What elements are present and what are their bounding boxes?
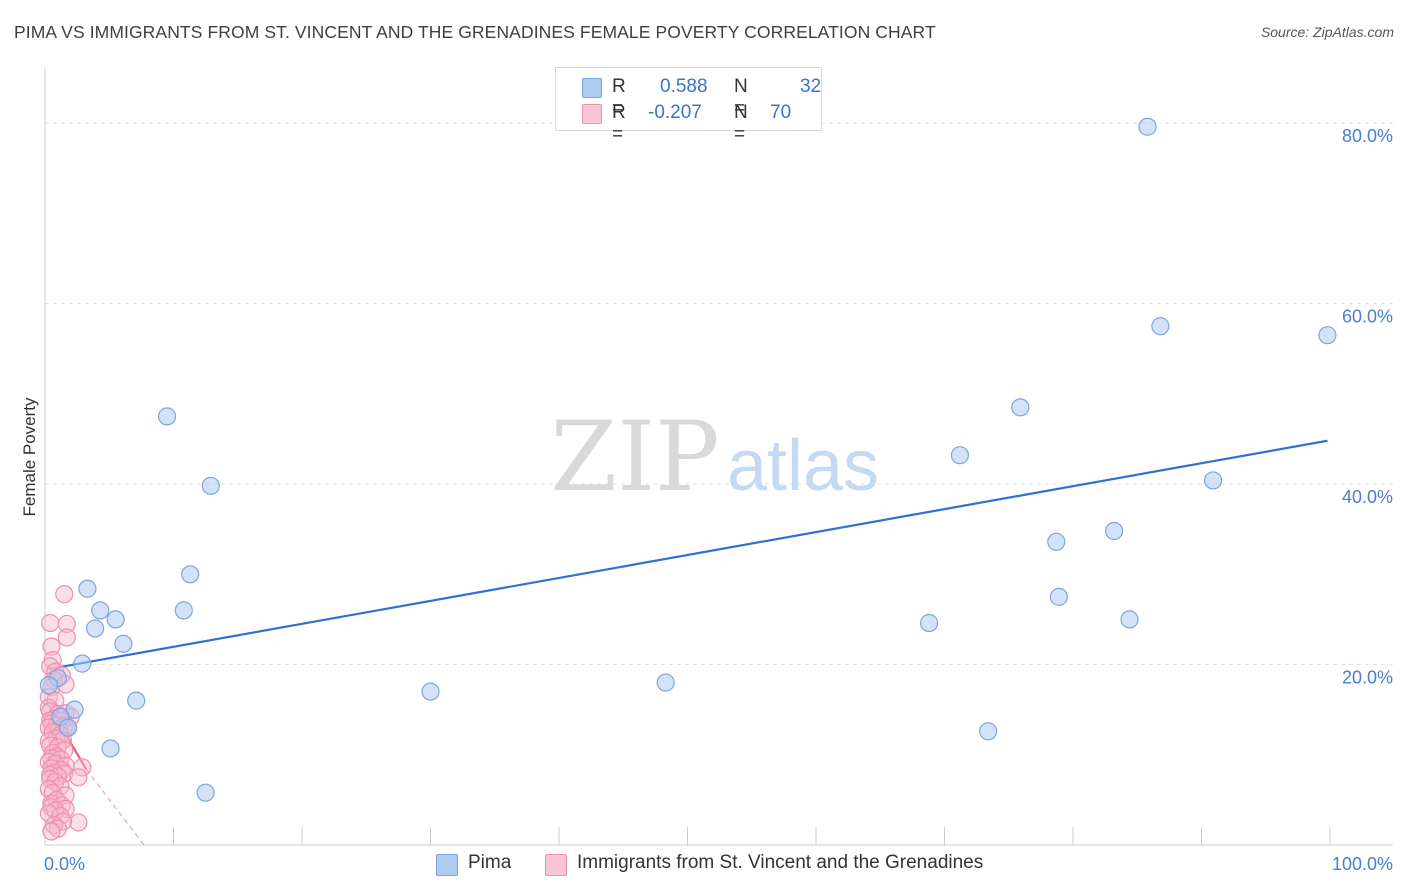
pima-point-18	[86, 619, 105, 638]
pima-point-29	[101, 739, 120, 758]
pima-point-9	[1047, 532, 1066, 551]
pima-point-7	[201, 476, 220, 495]
pima-r-label: R =	[612, 76, 626, 119]
pima-point-1	[1151, 317, 1170, 336]
watermark: ZIP atlas	[550, 401, 879, 513]
svg-points	[39, 585, 92, 841]
pima-point-20	[73, 654, 92, 673]
pima-point-12	[1049, 587, 1068, 606]
pima-point-0	[1138, 117, 1157, 136]
pima-point-10	[181, 565, 200, 584]
svg-r-value: -0.207	[648, 102, 702, 123]
x-tick-label-1: 100.0%	[1332, 854, 1393, 874]
pima-point-23	[421, 682, 440, 701]
series-legend: Pima Immigrants from St. Vincent and the…	[0, 852, 1406, 878]
pima-point-3	[1011, 398, 1030, 417]
y-axis-label: Female Poverty	[20, 397, 39, 517]
svg-trend-line-extension	[85, 768, 145, 846]
x-tick-label-0: 0.0%	[44, 854, 85, 874]
pima-points	[39, 117, 1337, 802]
pima-point-27	[59, 718, 78, 737]
legend-svg-label: Immigrants from St. Vincent and the Gren…	[577, 852, 984, 873]
pima-r-value: 0.588	[660, 76, 708, 97]
legend-pima-label: Pima	[468, 852, 512, 873]
pima-point-8	[1105, 521, 1124, 541]
pima-point-25	[65, 700, 84, 719]
correlation-legend: R = 0.588 N = 32 R = -0.207 N = 70	[555, 67, 822, 145]
pima-point-17	[919, 613, 939, 633]
pima-point-5	[950, 446, 970, 465]
svg-r-label: R =	[612, 102, 626, 145]
watermark-zip: ZIP	[550, 401, 719, 513]
y-tick-label-0: 20.0%	[1342, 668, 1393, 688]
pima-point-24	[127, 691, 146, 710]
pima-point-30	[196, 783, 215, 802]
svg-n-value: 70	[770, 102, 792, 123]
legend-pima-swatch	[436, 854, 458, 876]
svg-n-label: N =	[734, 102, 748, 145]
x-tick-labels: 0.0% 100.0%	[44, 854, 1393, 874]
pima-point-22	[656, 673, 675, 692]
chart-title: PIMA VS IMMIGRANTS FROM ST. VINCENT AND …	[14, 22, 936, 42]
svg-swatch	[582, 104, 602, 124]
pima-point-31	[39, 676, 58, 695]
watermark-atlas: atlas	[727, 426, 879, 506]
pima-point-2	[1318, 326, 1337, 345]
pima-point-15	[106, 610, 125, 629]
pima-point-16	[1120, 610, 1139, 629]
pima-point-11	[78, 579, 97, 598]
pima-point-4	[157, 407, 177, 426]
y-tick-label-1: 40.0%	[1342, 487, 1393, 507]
pima-point-6	[1203, 471, 1223, 490]
y-tick-label-3: 80.0%	[1342, 126, 1393, 146]
pima-swatch	[582, 78, 602, 98]
y-tick-labels: 20.0% 40.0% 60.0% 80.0%	[1342, 126, 1393, 687]
pima-point-13	[91, 601, 110, 620]
source-label: Source: ZipAtlas.com	[1260, 24, 1394, 40]
pima-point-14	[174, 601, 193, 620]
pima-trend-line	[48, 439, 1328, 671]
pima-n-value: 32	[800, 76, 822, 97]
y-tick-label-2: 60.0%	[1342, 307, 1393, 327]
pima-n-label: N =	[734, 76, 748, 119]
legend-svg-swatch	[545, 854, 567, 876]
pima-point-19	[114, 634, 133, 653]
gridlines	[45, 122, 1393, 666]
pima-point-28	[979, 722, 998, 741]
